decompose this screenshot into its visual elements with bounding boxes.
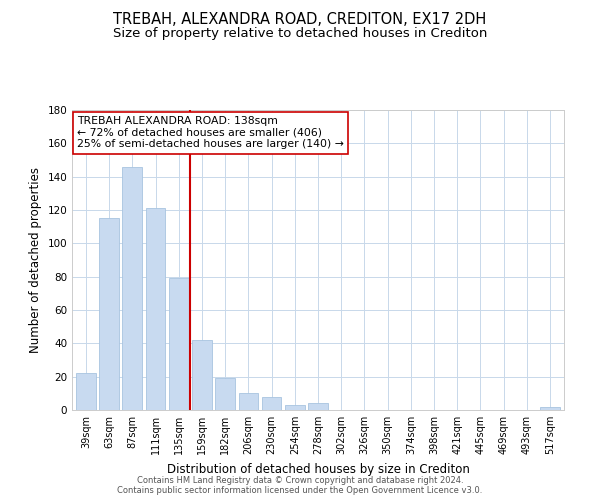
Bar [239, 394, 258, 410]
Bar [122, 166, 142, 410]
Text: TREBAH ALEXANDRA ROAD: 138sqm
← 72% of detached houses are smaller (406)
25% of : TREBAH ALEXANDRA ROAD: 138sqm ← 72% of d… [77, 116, 344, 149]
Bar [192, 340, 212, 410]
Bar [99, 218, 119, 410]
Bar [169, 278, 188, 410]
Text: Size of property relative to detached houses in Crediton: Size of property relative to detached ho… [113, 28, 487, 40]
Text: Contains public sector information licensed under the Open Government Licence v3: Contains public sector information licen… [118, 486, 482, 495]
Y-axis label: Number of detached properties: Number of detached properties [29, 167, 42, 353]
Bar [285, 405, 305, 410]
Bar [215, 378, 235, 410]
X-axis label: Distribution of detached houses by size in Crediton: Distribution of detached houses by size … [167, 462, 469, 475]
Bar [76, 374, 96, 410]
Bar [262, 396, 281, 410]
Text: TREBAH, ALEXANDRA ROAD, CREDITON, EX17 2DH: TREBAH, ALEXANDRA ROAD, CREDITON, EX17 2… [113, 12, 487, 28]
Bar [308, 404, 328, 410]
Bar [146, 208, 166, 410]
Text: Contains HM Land Registry data © Crown copyright and database right 2024.: Contains HM Land Registry data © Crown c… [137, 476, 463, 485]
Bar [540, 406, 560, 410]
